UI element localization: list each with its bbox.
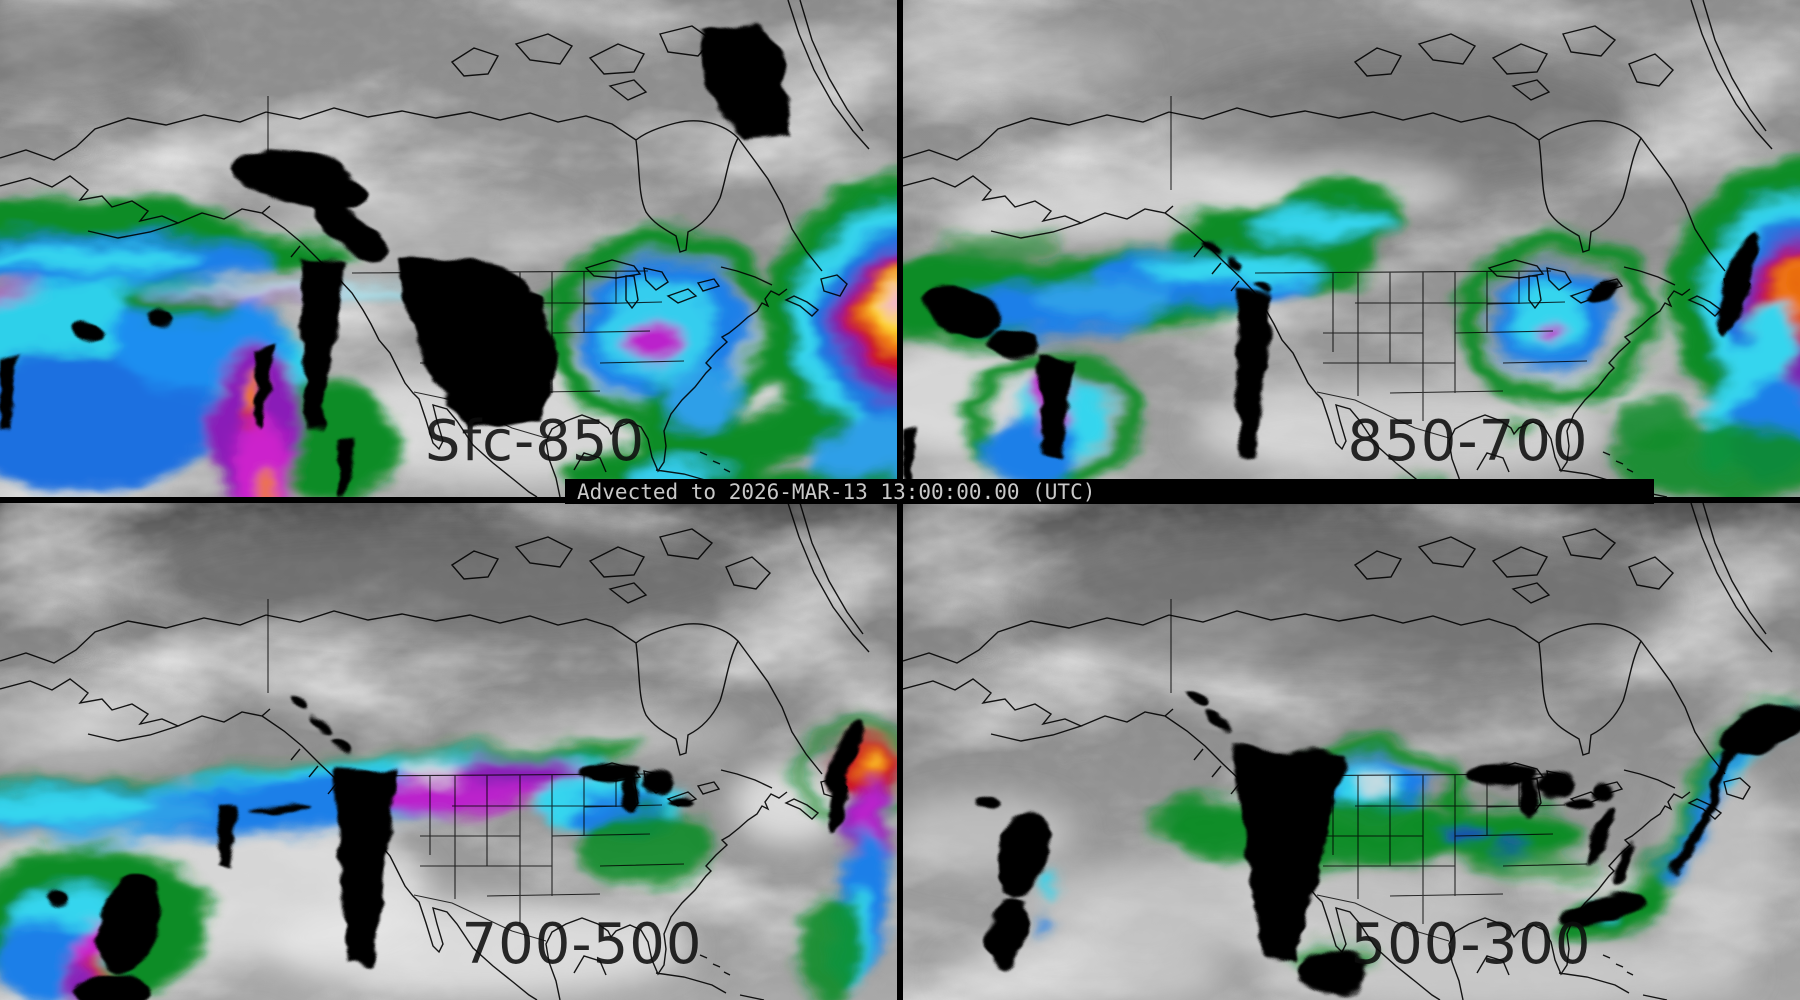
panel-sfc-850-map: Sfc-850 <box>0 0 897 497</box>
panel-label: 700-500 <box>462 912 703 977</box>
panel-850-700-map: 850-700 <box>903 0 1800 497</box>
panel-sfc-850: Sfc-850 <box>0 0 897 497</box>
panel-label: 500-300 <box>1351 912 1592 977</box>
panel-label: Sfc-850 <box>425 409 645 474</box>
panel-500-300: 500-300 <box>903 503 1800 1000</box>
moisture-overlay <box>0 176 897 497</box>
terrain-and-data-gap-wedges <box>48 694 862 1000</box>
advection-time-text: Advected to 2026-MAR-13 13:00:00.00 (UTC… <box>577 479 1096 504</box>
advection-time-banner: Advected to 2026-MAR-13 13:00:00.00 (UTC… <box>565 479 1654 504</box>
panel-500-300-map: 500-300 <box>903 503 1800 1000</box>
panel-label: 850-700 <box>1348 409 1589 474</box>
panel-700-500: 700-500 <box>0 503 897 1000</box>
panel-700-500-map: 700-500 <box>0 503 897 1000</box>
terrain-and-data-gap-wedges <box>903 232 1759 497</box>
panel-850-700: 850-700 <box>903 0 1800 497</box>
